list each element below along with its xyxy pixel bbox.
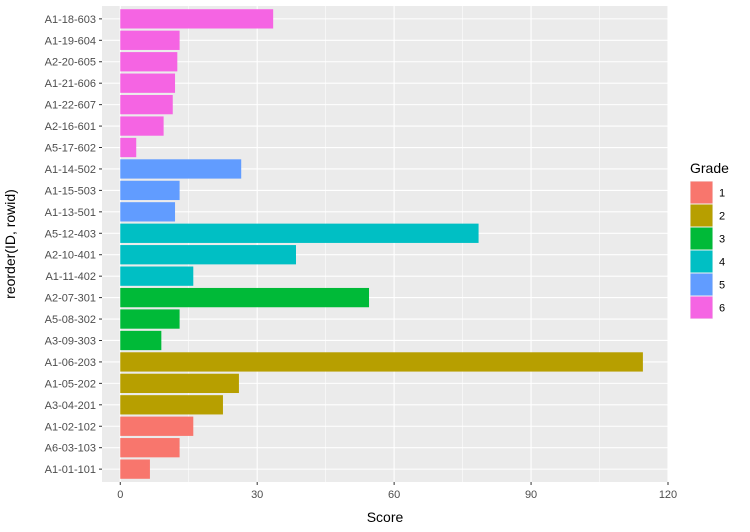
legend-swatch-5 <box>690 273 713 296</box>
bar-A2-16-601 <box>120 116 164 136</box>
y-tick-label: A3-09-303 <box>45 335 96 347</box>
legend-label: 5 <box>719 280 725 292</box>
bar-A3-04-201 <box>120 395 223 415</box>
y-tick-label: A2-20-605 <box>45 57 96 69</box>
bar-A6-03-103 <box>120 438 180 458</box>
bar-A5-08-302 <box>120 309 180 329</box>
y-tick-label: A1-13-501 <box>45 207 96 219</box>
y-tick-label: A2-07-301 <box>45 293 96 305</box>
bar-A2-20-605 <box>120 52 178 72</box>
y-tick-label: A3-04-201 <box>45 400 96 412</box>
legend-label: 2 <box>719 211 725 223</box>
y-tick-label: A1-02-102 <box>45 421 96 433</box>
legend-swatch-3 <box>690 227 713 250</box>
x-tick-label: 30 <box>251 489 263 501</box>
legend-swatch-1 <box>690 181 713 204</box>
y-tick-label: A2-16-601 <box>45 121 96 133</box>
x-tick-label: 60 <box>388 489 400 501</box>
bar-A1-15-503 <box>120 180 180 201</box>
y-tick-label: A1-06-203 <box>45 357 96 369</box>
y-tick-label: A1-21-606 <box>45 78 96 90</box>
legend-label: 1 <box>719 188 725 200</box>
y-tick-label: A1-14-502 <box>45 164 96 176</box>
bar-A1-13-501 <box>120 202 176 222</box>
y-tick-label: A1-11-402 <box>45 271 96 283</box>
legend: Grade 1 2 3 4 5 6 <box>690 160 729 319</box>
bar-A1-22-607 <box>120 94 173 115</box>
y-axis: A1-18-603 A1-19-604 A2-20-605 A1-21-606 A1-2… <box>45 14 102 476</box>
y-tick-label: A2-10-401 <box>45 250 96 262</box>
legend-label: 6 <box>719 303 725 315</box>
legend-label: 4 <box>719 257 725 269</box>
legend-label: 3 <box>719 234 725 246</box>
legend-swatch-2 <box>690 204 713 227</box>
y-tick-label: A1-18-603 <box>45 14 96 26</box>
bar-A5-12-403 <box>120 223 479 243</box>
bar-A2-07-301 <box>120 287 370 308</box>
y-tick-label: A1-15-503 <box>45 185 96 197</box>
bar-A1-01-101 <box>120 459 150 479</box>
legend-swatch-6 <box>690 296 713 319</box>
legend-title: Grade <box>690 160 729 176</box>
y-tick-label: A1-01-101 <box>45 464 96 476</box>
bar-A1-02-102 <box>120 416 194 436</box>
bar-A1-11-402 <box>120 266 194 286</box>
y-tick-label: A6-03-103 <box>45 443 96 455</box>
bar-A1-05-202 <box>120 373 239 394</box>
bar-A1-14-502 <box>120 159 242 179</box>
y-tick-label: A1-19-604 <box>45 35 96 47</box>
y-tick-label: A5-17-602 <box>45 143 96 155</box>
x-tick-label: 120 <box>659 489 677 501</box>
y-axis-title: reorder(ID, rowid) <box>2 189 18 299</box>
y-tick-label: A1-05-202 <box>45 378 96 390</box>
bar-A1-06-203 <box>120 352 643 372</box>
bar-A5-17-602 <box>120 137 137 158</box>
legend-swatch-4 <box>690 250 713 273</box>
x-axis: 0 30 60 90 120 <box>117 482 677 501</box>
y-tick-label: A1-22-607 <box>45 100 96 112</box>
y-tick-label: A5-12-403 <box>45 228 96 240</box>
bar-A2-10-401 <box>120 245 296 265</box>
x-tick-label: 0 <box>117 489 123 501</box>
bars <box>120 9 643 479</box>
bar-A1-21-606 <box>120 73 176 93</box>
bar-A1-18-603 <box>120 9 274 29</box>
x-axis-title: Score <box>367 509 404 525</box>
bar-A1-19-604 <box>120 30 180 50</box>
bar-A3-09-303 <box>120 330 162 351</box>
y-tick-label: A5-08-302 <box>45 314 96 326</box>
x-tick-label: 90 <box>525 489 537 501</box>
